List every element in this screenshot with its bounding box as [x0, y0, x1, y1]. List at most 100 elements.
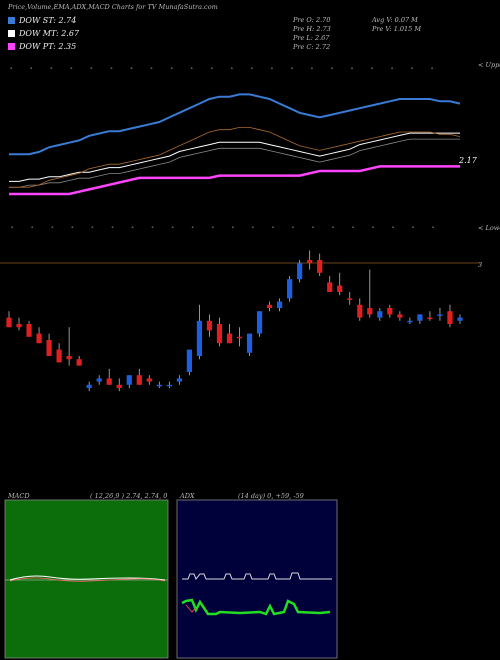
candle-body	[367, 308, 373, 315]
candle-body	[56, 349, 62, 363]
adx-label: ADX	[180, 492, 195, 500]
lower-band-label: < Lower	[478, 224, 500, 232]
candle-body	[146, 378, 152, 382]
lower-marker: °	[71, 226, 74, 232]
candle-body	[287, 279, 293, 299]
lower-marker: °	[332, 226, 335, 232]
legend-swatch-mt-icon	[8, 30, 15, 37]
candle-body	[66, 356, 72, 360]
candle-body	[126, 375, 132, 385]
macd-line	[9, 575, 166, 581]
upper-marker: °	[150, 67, 153, 73]
upper-marker: °	[351, 67, 354, 73]
candle-body	[317, 260, 323, 273]
candle-body	[407, 320, 413, 323]
candle-body	[256, 311, 263, 334]
lower-marker: °	[11, 226, 14, 232]
macd-params: ( 12,26,9 ) 2.74, 2.74, 0	[90, 492, 168, 500]
stat-prev-low: Pre L: 2.67	[293, 34, 330, 42]
candle-body	[96, 378, 102, 382]
chart-title: Price,Volume,EMA,ADX,MACD Charts for TV …	[8, 3, 218, 11]
candle-body	[437, 314, 443, 316]
lower-marker: °	[31, 226, 34, 232]
stat-avg-volume: Avg V: 0.07 M	[372, 16, 418, 24]
candle-body	[116, 384, 122, 388]
lower-marker: °	[272, 226, 275, 232]
upper-marker: °	[190, 67, 193, 73]
candle-body	[277, 301, 283, 308]
lower-marker: °	[412, 226, 415, 232]
candle-body	[447, 311, 453, 324]
legend-dow-mt: DOW MT: 2.67	[8, 29, 79, 38]
candle-body	[377, 311, 383, 318]
upper-marker: °	[10, 67, 13, 73]
candle-body	[246, 333, 253, 353]
adx-params: (14 day) 0, +59, -59	[238, 492, 304, 500]
minus-di-line	[185, 604, 197, 613]
candle-body	[417, 314, 423, 321]
candle-body	[327, 282, 333, 292]
lower-marker: °	[432, 226, 435, 232]
upper-marker: °	[251, 67, 254, 73]
ema-st-shadow-line	[9, 127, 461, 188]
candle-body	[186, 349, 192, 372]
macd-signal-line	[9, 577, 166, 582]
upper-marker: °	[391, 67, 394, 73]
candle-body	[236, 336, 243, 339]
candle-body	[16, 324, 22, 328]
candle-body	[196, 320, 203, 356]
upper-band-label: < Upper	[478, 61, 500, 69]
lower-marker: °	[171, 226, 174, 232]
lower-marker: °	[372, 226, 375, 232]
lower-marker: °	[312, 226, 315, 232]
stat-prev-volume: Pre V: 1.015 M	[372, 25, 422, 33]
upper-marker: °	[130, 67, 133, 73]
lower-marker: °	[252, 226, 255, 232]
lower-marker: °	[191, 226, 194, 232]
candle-body	[36, 333, 42, 344]
upper-marker: °	[311, 67, 314, 73]
upper-marker: °	[30, 67, 33, 73]
lower-marker: °	[111, 226, 114, 232]
lower-marker: °	[51, 226, 54, 232]
stat-prev-open: Pre O: 2.70	[293, 16, 331, 24]
upper-marker: °	[210, 67, 213, 73]
lower-marker: °	[231, 226, 234, 232]
candle-body	[427, 317, 433, 320]
upper-marker: °	[271, 67, 274, 73]
candle-body	[176, 378, 182, 382]
candle-body	[206, 320, 213, 331]
candle-body	[86, 384, 92, 388]
candle-body	[387, 308, 393, 315]
lower-marker: °	[292, 226, 295, 232]
legend-dow-pt: DOW PT: 2.35	[8, 42, 76, 51]
candle-body	[397, 314, 403, 318]
candle-body	[136, 375, 142, 385]
upper-marker: °	[291, 67, 294, 73]
candle-body	[166, 384, 172, 387]
candle-body	[226, 333, 233, 344]
legend-dow-st: DOW ST: 2.74	[8, 16, 76, 25]
upper-marker: °	[331, 67, 334, 73]
adx-line	[182, 572, 332, 580]
upper-marker: °	[110, 67, 113, 73]
ema-st-line	[9, 93, 461, 156]
lower-marker: °	[392, 226, 395, 232]
upper-marker: °	[50, 67, 53, 73]
plus-di-line	[181, 598, 331, 616]
candle-body	[266, 304, 273, 308]
candle-body	[46, 340, 52, 356]
ema-mt-shadow-line	[9, 138, 460, 188]
stat-prev-close: Pre C: 2.72	[293, 43, 331, 51]
upper-marker: °	[230, 67, 233, 73]
upper-marker: °	[170, 67, 173, 73]
upper-marker: °	[411, 67, 414, 73]
candle-body	[6, 317, 12, 328]
upper-marker: °	[70, 67, 73, 73]
stat-prev-high: Pre H: 2.73	[293, 25, 331, 33]
candle-body	[357, 304, 363, 318]
legend-swatch-st-icon	[8, 17, 15, 24]
price-tag: 2.17	[459, 156, 477, 165]
macd-label: MACD	[8, 492, 30, 500]
candle-body	[156, 384, 162, 387]
